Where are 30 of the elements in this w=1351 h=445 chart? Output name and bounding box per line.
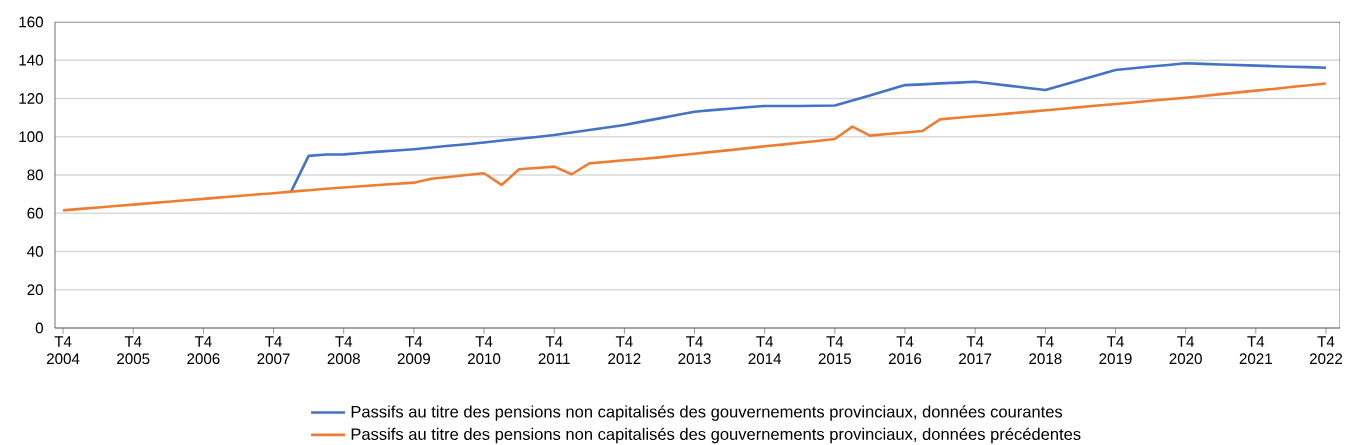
x-tick-label: T4 2022 (1309, 336, 1343, 365)
y-tick-label: 140 (19, 54, 43, 66)
y-tick-label: 160 (19, 16, 43, 28)
legend-label: Passifs au titre des pensions non capitalisés des gouvernements provinciaux, données précédentes (351, 427, 1081, 444)
x-tick-label: T4 2018 (1029, 336, 1062, 365)
x-tick-label: T4 2019 (1099, 336, 1132, 365)
x-tick-label: T4 2013 (678, 336, 711, 365)
y-tick-label: 100 (19, 131, 43, 143)
x-tick-label: T4 2017 (959, 336, 992, 365)
x-tick-label: T4 2009 (397, 336, 431, 365)
x-tick-label: T4 2006 (187, 336, 220, 365)
x-tick-label: T4 2015 (818, 336, 852, 365)
x-tick-label: T4 2014 (748, 336, 782, 365)
x-tick-label: T4 2012 (608, 336, 641, 365)
y-tick-label: 60 (27, 207, 43, 219)
x-tick-label: T4 2020 (1169, 336, 1202, 365)
x-tick-label: T4 2010 (467, 336, 501, 365)
x-tick-label: T4 2011 (538, 336, 570, 365)
x-tick-label: T4 2007 (257, 336, 290, 365)
y-tick-label: 120 (19, 93, 43, 104)
x-tick-label: T4 2008 (327, 336, 360, 365)
x-tick-label: T4 2005 (117, 336, 150, 365)
legend-label: Passifs au titre des pensions non capitalisés des gouvernements provinciaux, données courantes (351, 405, 1063, 421)
y-tick-label: 0 (35, 322, 43, 334)
x-tick-label: T4 2016 (888, 336, 922, 365)
y-tick-label: 20 (27, 284, 43, 296)
x-tick-label: T4 2021 (1239, 336, 1272, 365)
y-tick-label: 40 (27, 246, 43, 257)
x-tick-label: T4 2004 (46, 336, 80, 365)
y-tick-label: 80 (27, 169, 43, 181)
